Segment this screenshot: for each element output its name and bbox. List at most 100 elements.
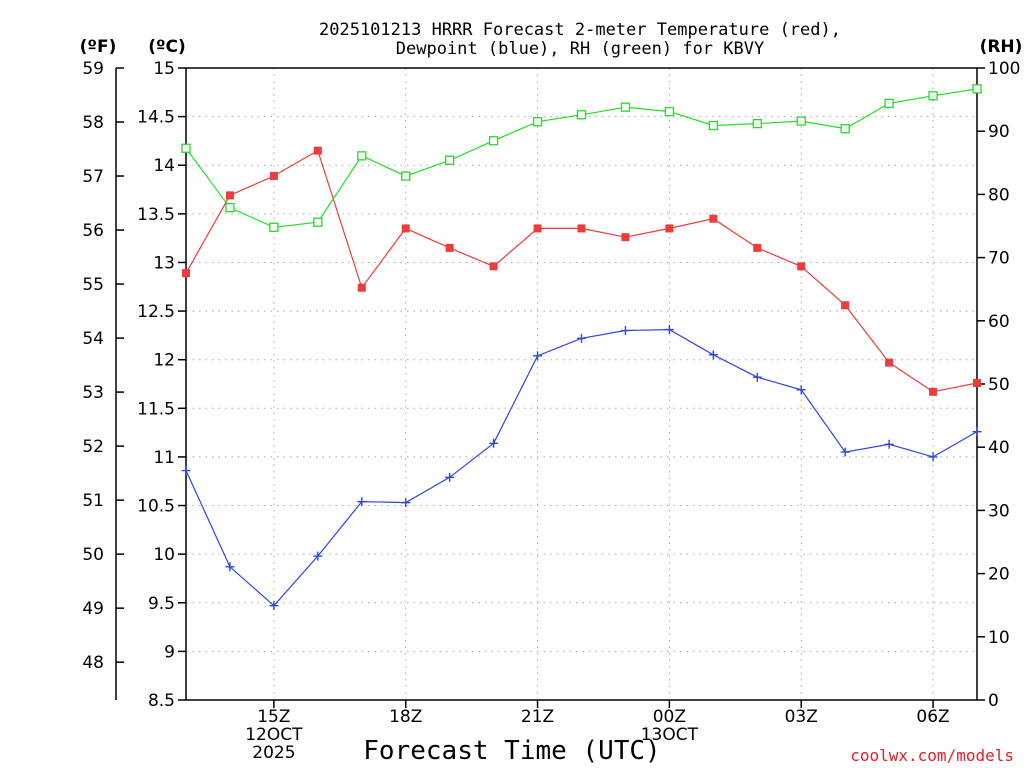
c-tick-label-9: 13 xyxy=(153,253,175,273)
gridlines xyxy=(186,68,977,700)
rh-point-14 xyxy=(796,116,806,126)
temperature-point-14 xyxy=(797,262,806,271)
chart-title-line-1: 2025101213 HRRR Forecast 2-meter Tempera… xyxy=(319,20,841,40)
dewpoint-point-12 xyxy=(708,350,718,360)
dewpoint-point-10 xyxy=(620,326,630,336)
rh-tick-label-2: 20 xyxy=(988,565,1010,585)
temperature-point-9 xyxy=(577,224,586,233)
rh-axis: 0 10 20 30 40 50 60 70 80 90 100 xyxy=(977,59,1020,711)
rh-tick-label-10: 100 xyxy=(988,59,1020,79)
rh-tick-label-4: 40 xyxy=(988,438,1010,458)
dewpoint-series xyxy=(181,325,982,611)
dewpoint-point-9 xyxy=(577,333,586,343)
rh-point-5 xyxy=(401,171,411,181)
temperature-line xyxy=(185,149,978,393)
credit-link[interactable]: coolwx.com/models xyxy=(850,746,1014,765)
rh-point-3 xyxy=(313,217,323,227)
temperature-point-7 xyxy=(489,262,498,271)
f-tick-label-0: 48 xyxy=(82,653,104,673)
x-tick-label-2-0: 21Z xyxy=(521,707,554,727)
rh-tick-label-7: 70 xyxy=(988,249,1010,269)
chart-title: 2025101213 HRRR Forecast 2-meter Tempera… xyxy=(319,20,841,59)
dewpoint-line xyxy=(185,328,978,607)
dewpoint-point-5 xyxy=(401,498,411,508)
x-tick-label-4-0: 03Z xyxy=(785,707,818,727)
c-tick-label-13: 15 xyxy=(153,59,175,79)
c-tick-label-0: 8.5 xyxy=(148,691,175,711)
temperature-point-6 xyxy=(445,243,454,252)
f-tick-label-1: 49 xyxy=(82,599,104,619)
f-tick-label-10: 58 xyxy=(82,113,104,133)
rh-point-2 xyxy=(269,222,279,232)
x-tick-label-0-0: 15Z xyxy=(257,707,290,727)
rh-tick-label-0: 0 xyxy=(988,691,999,711)
c-tick-label-2: 9.5 xyxy=(148,594,175,614)
rh-point-1 xyxy=(225,203,235,213)
rh-point-17 xyxy=(928,91,938,101)
temperature-point-12 xyxy=(709,214,718,223)
temperature-point-11 xyxy=(665,224,674,233)
rh-point-10 xyxy=(620,102,631,112)
rh-point-9 xyxy=(576,110,587,120)
rh-point-16 xyxy=(884,98,894,109)
f-tick-label-6: 54 xyxy=(82,329,104,349)
temperature-point-1 xyxy=(225,191,234,200)
rh-point-13 xyxy=(752,118,762,129)
c-tick-label-3: 10 xyxy=(153,545,175,565)
dewpoint-point-15 xyxy=(840,447,850,457)
celsius-axis: 8.5 9 9.5 10 10.5 11 11.5 12 12.5 13 13.5 14 14.5 15 xyxy=(137,59,186,711)
x-tick-label-0-1: 12OCT xyxy=(245,725,303,745)
fahrenheit-axis: 48 49 50 51 52 53 54 55 56 57 58 59 xyxy=(82,59,124,673)
temperature-series xyxy=(182,146,981,396)
dewpoint-point-13 xyxy=(752,372,762,382)
f-tick-label-8: 56 xyxy=(82,221,104,241)
temperature-point-8 xyxy=(533,224,542,233)
temperature-point-3 xyxy=(313,146,322,155)
rh-point-12 xyxy=(708,120,718,131)
f-tick-label-11: 59 xyxy=(82,59,104,79)
c-tick-label-4: 10.5 xyxy=(137,497,175,517)
x-tick-label-1-0: 18Z xyxy=(389,707,422,727)
fahrenheit-axis-unit: (ºF) xyxy=(80,37,117,57)
dewpoint-point-3 xyxy=(313,551,323,561)
rh-tick-label-9: 90 xyxy=(988,122,1010,142)
f-tick-label-2: 50 xyxy=(82,545,104,565)
rh-tick-label-5: 50 xyxy=(988,375,1010,395)
rh-tick-label-1: 10 xyxy=(988,628,1010,648)
celsius-axis-unit: (ºC) xyxy=(148,37,186,57)
f-tick-label-4: 52 xyxy=(82,437,104,457)
x-tick-label-3-1: 13OCT xyxy=(641,725,699,745)
dewpoint-point-1 xyxy=(225,562,235,572)
dewpoint-point-18 xyxy=(972,427,982,437)
f-tick-label-9: 57 xyxy=(82,167,104,187)
dewpoint-point-17 xyxy=(928,452,938,462)
dewpoint-point-4 xyxy=(357,497,367,507)
dewpoint-point-2 xyxy=(269,601,279,611)
temperature-point-4 xyxy=(357,283,366,292)
temperature-point-5 xyxy=(401,224,410,233)
chart-title-line-2: Dewpoint (blue), RH (green) for KBVY xyxy=(396,39,764,59)
rh-point-18 xyxy=(972,84,982,94)
c-tick-label-7: 12 xyxy=(153,351,175,371)
rh-tick-label-3: 30 xyxy=(988,501,1010,521)
dewpoint-point-8 xyxy=(533,351,543,361)
rh-point-7 xyxy=(488,136,499,146)
c-tick-label-1: 9 xyxy=(164,642,175,662)
c-tick-label-5: 11 xyxy=(153,448,175,468)
rh-point-11 xyxy=(664,106,675,117)
rh-tick-label-6: 60 xyxy=(988,312,1010,332)
temperature-point-16 xyxy=(885,358,894,367)
temperature-point-0 xyxy=(182,269,190,278)
rh-point-15 xyxy=(840,124,850,134)
dewpoint-point-11 xyxy=(664,325,674,335)
dewpoint-point-6 xyxy=(445,472,455,482)
dewpoint-point-0 xyxy=(181,466,191,476)
f-tick-label-5: 53 xyxy=(82,383,104,403)
x-tick-label-0-2: 2025 xyxy=(252,743,295,763)
rh-point-8 xyxy=(532,117,543,127)
f-tick-label-7: 55 xyxy=(82,275,104,295)
dewpoint-point-16 xyxy=(884,439,894,449)
temperature-point-13 xyxy=(753,243,762,252)
x-tick-label-3-0: 00Z xyxy=(653,707,686,727)
